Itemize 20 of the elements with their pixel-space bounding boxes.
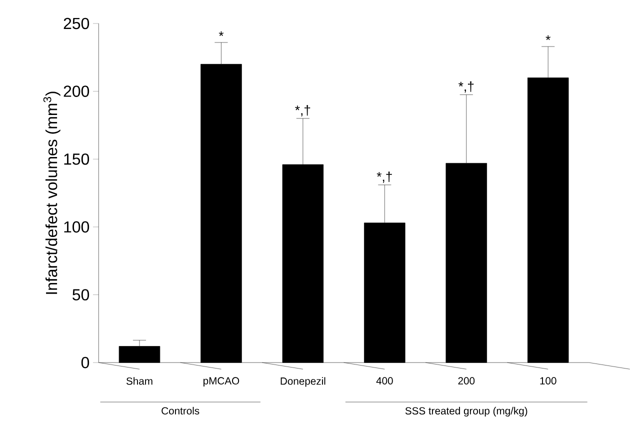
y-tick-label: 0 xyxy=(81,356,90,368)
y-tick-label: 100 xyxy=(64,221,90,232)
x-tick-label: Sham xyxy=(126,377,152,385)
text: Controls xyxy=(162,406,200,414)
y-tick-label: 200 xyxy=(64,85,90,97)
text: SSS treated group (mg/kg) xyxy=(405,406,528,416)
x-tick-label: 400 xyxy=(376,377,393,384)
y-tick-label: 50 xyxy=(72,288,90,300)
y-tick-label: 250 xyxy=(64,18,90,29)
annotation: *,† xyxy=(295,104,310,116)
x-tick-label: Donepezil xyxy=(280,377,326,387)
annotation: *,† xyxy=(458,81,474,92)
x-tick-label: 200 xyxy=(458,377,475,384)
annotation: * xyxy=(546,35,550,40)
y-tick-label: 150 xyxy=(64,153,90,165)
x-tick-label: pMCAO xyxy=(204,377,240,386)
annotation: *,† xyxy=(376,171,392,183)
x-tick-label: 100 xyxy=(540,377,556,384)
y-axis-title: Infarct/defect volumes (mm$^{3}$) xyxy=(43,92,60,294)
annotation: * xyxy=(218,31,224,36)
